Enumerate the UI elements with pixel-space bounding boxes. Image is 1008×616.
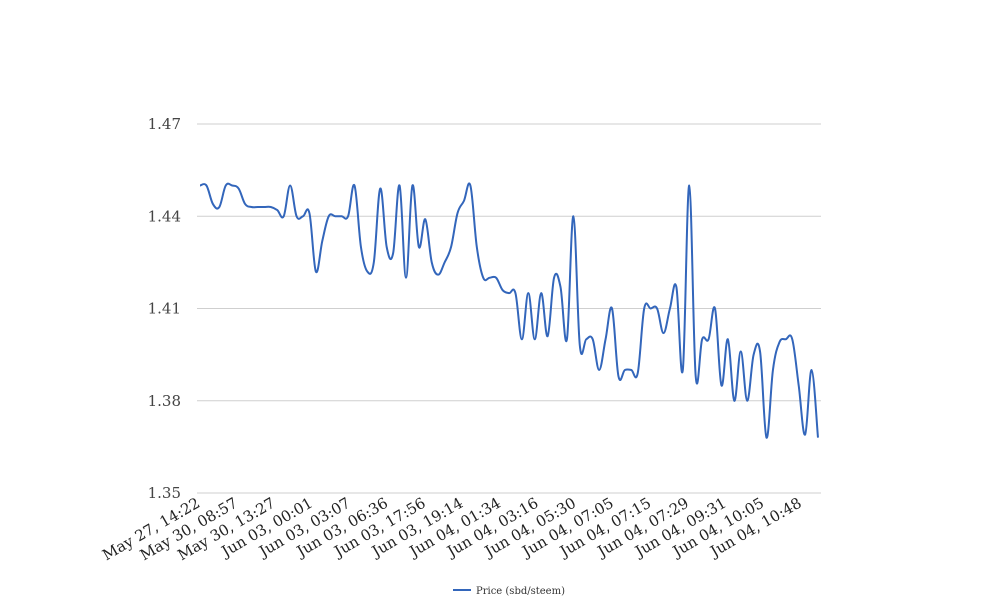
y-axis-ticks: 1.35 1.38 1.41 1.44 1.47: [148, 115, 181, 502]
y-tick-label: 1.41: [148, 300, 181, 318]
series-layer: [199, 182, 819, 439]
y-tick-label: 1.44: [148, 207, 181, 225]
legend-label: Price (sbd/steem): [476, 586, 565, 597]
gridlines: [197, 123, 821, 494]
y-tick-label: 1.38: [148, 392, 181, 410]
series-line-price: [199, 182, 819, 439]
y-tick-label: 1.47: [148, 115, 181, 133]
legend: Price (sbd/steem): [453, 586, 565, 597]
y-tick-label: 1.35: [148, 484, 181, 502]
